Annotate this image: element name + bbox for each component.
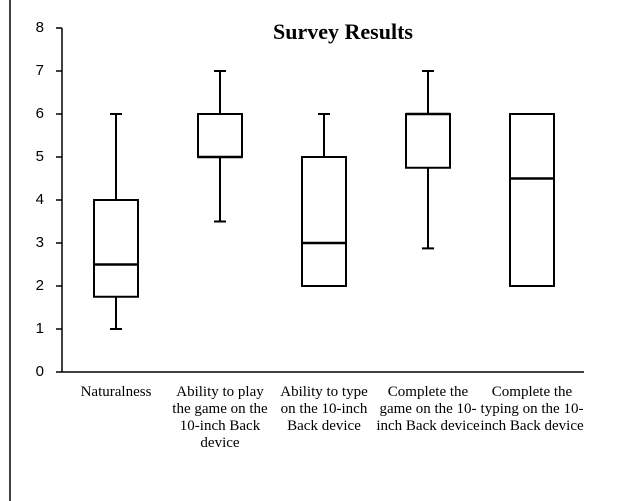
box xyxy=(509,113,555,287)
y-tick-label: 1 xyxy=(36,320,44,337)
y-tick-label: 3 xyxy=(36,234,44,251)
chart-title: Survey Results xyxy=(273,19,413,44)
x-tick-label: Ability to play the game on the 10-inch … xyxy=(172,384,268,451)
y-tick-label: 0 xyxy=(36,363,44,380)
y-tick-label: 7 xyxy=(36,62,44,79)
x-tick-label: Complete the typing on the 10-inch Back … xyxy=(480,384,584,434)
y-tick-label: 2 xyxy=(36,277,44,294)
x-tick-label: Complete the game on the 10-inch Back de… xyxy=(376,384,480,434)
x-tick-label: Naturalness xyxy=(80,384,152,400)
y-tick-label: 5 xyxy=(36,148,44,165)
box xyxy=(301,156,347,287)
y-tick-label: 8 xyxy=(36,19,44,36)
box xyxy=(405,113,451,169)
y-tick-label: 6 xyxy=(36,105,44,122)
box xyxy=(197,113,243,158)
x-tick-label: Ability to type on the 10-inch Back devi… xyxy=(280,384,368,434)
box xyxy=(93,199,139,298)
y-tick-label: 4 xyxy=(36,191,44,208)
